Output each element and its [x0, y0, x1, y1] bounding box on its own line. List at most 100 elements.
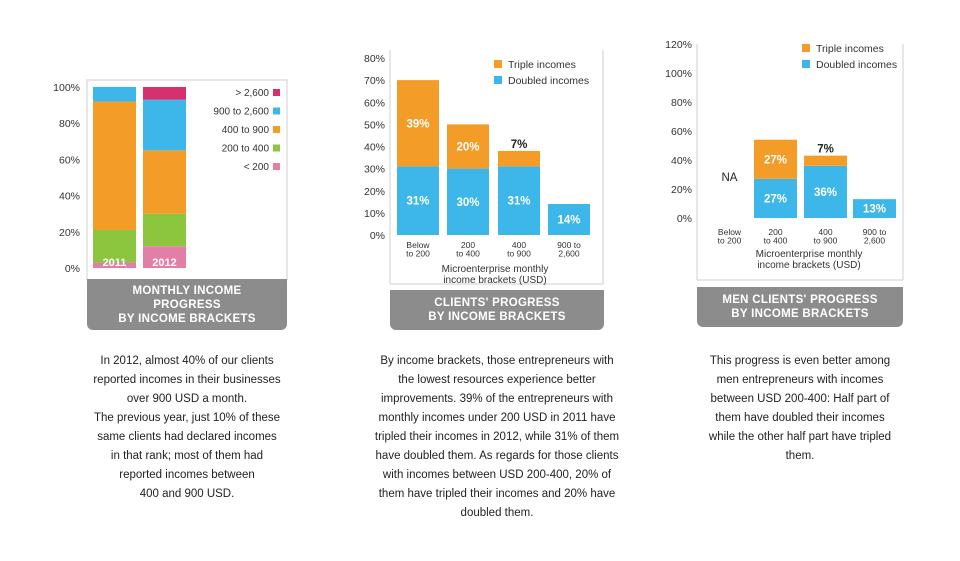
legend-swatch [273, 163, 280, 170]
x-tick-label: 200 to 400 [764, 227, 788, 246]
bar-segment [447, 124, 489, 169]
description-line: reported incomes between [119, 469, 255, 481]
x-tick-label: 2012 [152, 257, 176, 269]
legend-label: Triple incomes [508, 59, 576, 71]
y-tick-label: 30% [364, 164, 385, 176]
bar-segment [397, 166, 439, 235]
legend-swatch [273, 144, 280, 152]
description-line: reported incomes in their businesses [93, 374, 281, 386]
x-tick-label: 900 to 2,600 [863, 227, 887, 246]
description-men-clients-progress: This progress is even better among men en… [672, 352, 928, 466]
bar-segment [93, 87, 136, 102]
bar-segment [143, 213, 186, 247]
y-tick-label: 20% [364, 186, 385, 198]
y-tick-label: 100% [665, 68, 692, 80]
chart-title-clients-progress: CLIENTS' PROGRESS BY INCOME BRACKETS [390, 290, 604, 330]
x-tick-label: Below to 200 [406, 240, 430, 259]
y-tick-label: 60% [364, 97, 385, 109]
y-tick-label: 60% [59, 154, 80, 166]
x-tick-label: Below to 200 [718, 227, 742, 246]
description-line: between USD 200-400: Half part of [710, 393, 890, 405]
data-label: 31% [507, 196, 530, 208]
description-line: the lowest resources experience better [398, 374, 596, 386]
annotation-label: NA [722, 172, 738, 184]
y-tick-label: 80% [364, 53, 385, 65]
legend-label: 400 to 900 [222, 125, 270, 136]
data-label: 31% [406, 196, 429, 208]
legend-label: 900 to 2,600 [213, 107, 269, 118]
bar-segment [93, 229, 136, 263]
description-line: tripled their incomes in 2012, while 31%… [374, 431, 620, 443]
bar-segment [853, 199, 896, 218]
bar-segment [804, 165, 847, 218]
y-tick-label: 60% [671, 126, 692, 138]
x-tick-label: 900 to 2,600 [557, 240, 581, 259]
description-line: them have tripled their incomes and 20% … [378, 488, 616, 500]
description-line: This progress is even better among [709, 355, 891, 367]
y-tick-label: 80% [671, 97, 692, 109]
legend-label: > 2,600 [235, 88, 269, 99]
bar-segment [143, 99, 186, 151]
x-axis-label: Microenterprise monthly income brackets (… [756, 249, 863, 271]
data-label: 14% [557, 215, 580, 227]
bar-segment [143, 150, 186, 214]
description-line: same clients had declared incomes [97, 431, 277, 443]
description-clients-progress: By income brackets, those entrepreneurs … [352, 352, 642, 523]
chart-title-men-clients-progress: MEN CLIENTS' PROGRESS BY INCOME BRACKETS [697, 287, 903, 327]
data-label: 7% [817, 144, 834, 156]
y-tick-label: 70% [364, 75, 385, 87]
data-label: 7% [511, 139, 528, 151]
data-label: 13% [863, 204, 886, 216]
bar-segment [93, 262, 136, 268]
description-line: with incomes between USD 200-400, 20% of [382, 469, 612, 481]
description-line: doubled them. [460, 507, 534, 519]
legend-swatch [802, 60, 810, 68]
legend-label: 200 to 400 [222, 144, 270, 155]
data-label: 27% [764, 154, 787, 166]
y-tick-label: 40% [671, 155, 692, 167]
y-tick-label: 50% [364, 119, 385, 131]
y-tick-label: 0% [370, 230, 385, 242]
bar-segment [397, 80, 439, 167]
description-line: 400 and 900 USD. [139, 488, 235, 500]
description-line: them. [785, 450, 815, 462]
legend-swatch [273, 89, 280, 96]
y-tick-label: 20% [59, 227, 80, 239]
legend-swatch [494, 76, 502, 84]
bar-segment [548, 204, 590, 235]
description-line: in that rank; most of them had [110, 450, 264, 462]
chart-title-monthly-income: MONTHLY INCOME PROGRESS BY INCOME BRACKE… [87, 279, 287, 330]
legend-swatch [802, 44, 810, 52]
description-line: improvements. 39% of the entrepreneurs w… [380, 393, 614, 405]
data-label: 36% [814, 187, 837, 199]
y-tick-label: 0% [65, 263, 80, 275]
legend-label: < 200 [244, 162, 270, 173]
description-line: monthly incomes under 200 USD in 2011 ha… [378, 412, 616, 424]
bar-segment [447, 168, 489, 235]
bar-segment [754, 178, 797, 218]
bar-segment [93, 101, 136, 230]
description-line: By income brackets, those entrepreneurs … [380, 355, 614, 367]
legend-swatch [273, 126, 280, 133]
data-label: 27% [764, 193, 787, 205]
description-line: have doubled them. As regards for those … [375, 450, 619, 462]
y-tick-label: 120% [665, 39, 692, 51]
bar-segment [498, 166, 540, 235]
description-line: over 900 USD a month. [126, 393, 248, 405]
bar-segment [143, 246, 186, 268]
legend-label: Triple incomes [816, 43, 884, 55]
legend-label: Doubled incomes [508, 75, 589, 87]
bar-segment [143, 87, 186, 100]
y-tick-label: 20% [671, 184, 692, 196]
bar-segment [498, 150, 540, 167]
data-label: 30% [456, 197, 479, 209]
bar-segment [754, 139, 797, 179]
description-line: men entrepreneurs with incomes [716, 374, 884, 386]
x-tick-label: 2011 [103, 257, 127, 269]
y-tick-label: 40% [59, 191, 80, 203]
y-tick-label: 100% [53, 82, 80, 94]
y-tick-label: 10% [364, 208, 385, 220]
x-tick-label: 200 to 400 [456, 240, 480, 259]
